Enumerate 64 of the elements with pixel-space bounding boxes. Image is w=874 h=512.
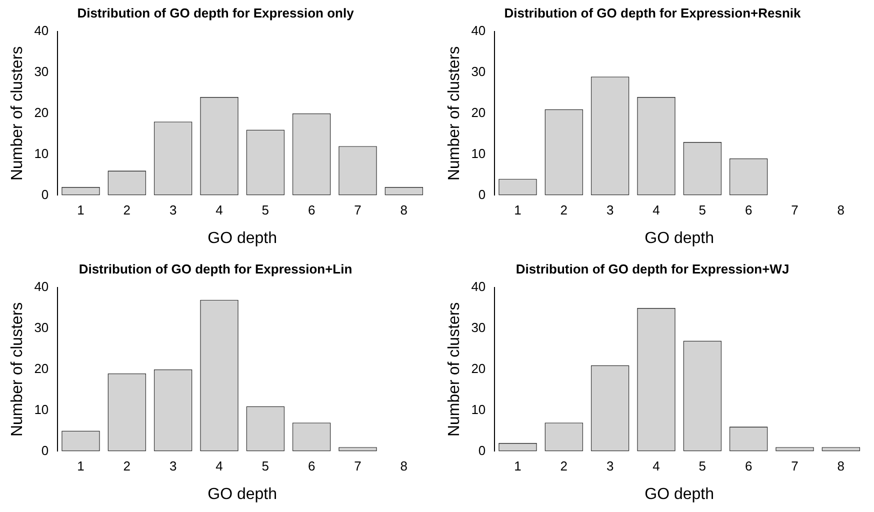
chart-title: Distribution of GO depth for Expression+Lin xyxy=(78,261,352,276)
y-tick-label: 20 xyxy=(471,360,486,376)
y-tick-label: 30 xyxy=(471,320,486,336)
x-axis-title: GO depth xyxy=(208,486,278,503)
y-tick-label: 40 xyxy=(34,23,49,38)
x-tick-label: 3 xyxy=(606,458,614,474)
chart-title: Distribution of GO depth for Expression+Resnik xyxy=(504,5,802,20)
x-tick-label: 3 xyxy=(169,202,177,218)
x-tick-label: 4 xyxy=(652,202,660,218)
y-tick-label: 20 xyxy=(34,104,49,120)
x-tick-label: 2 xyxy=(560,458,568,474)
chart-title: Distribution of GO depth for Expression only xyxy=(77,5,355,20)
y-tick-label: 10 xyxy=(34,402,49,417)
y-axis-title: Number of clusters xyxy=(9,302,26,437)
y-tick-label: 30 xyxy=(471,64,486,80)
x-tick-label: 5 xyxy=(262,458,270,474)
y-axis-title: Number of clusters xyxy=(446,46,464,181)
x-tick-label: 5 xyxy=(262,202,270,218)
x-tick-label: 7 xyxy=(791,202,798,218)
x-tick-label: 1 xyxy=(514,202,522,218)
x-tick-label: 8 xyxy=(837,202,845,218)
y-tick-label: 40 xyxy=(471,23,486,38)
y-tick-label: 40 xyxy=(34,279,49,294)
y-tick-label: 40 xyxy=(471,279,486,294)
x-tick-label: 6 xyxy=(744,458,752,474)
x-tick-label: 5 xyxy=(698,202,706,218)
x-tick-label: 2 xyxy=(560,202,568,218)
x-tick-label: 5 xyxy=(698,458,706,474)
y-tick-label: 0 xyxy=(41,442,49,458)
y-tick-label: 10 xyxy=(471,402,486,417)
x-tick-label: 3 xyxy=(606,202,614,218)
y-tick-label: 20 xyxy=(471,104,486,120)
x-tick-label: 2 xyxy=(123,202,131,218)
y-axis-title: Number of clusters xyxy=(9,46,26,181)
y-tick-label: 30 xyxy=(34,64,49,80)
x-tick-label: 8 xyxy=(400,202,408,218)
y-tick-label: 10 xyxy=(34,146,49,161)
chart-title: Distribution of GO depth for Expression+WJ xyxy=(516,261,790,276)
y-tick-label: 0 xyxy=(41,186,49,202)
x-tick-label: 1 xyxy=(514,458,522,474)
x-tick-label: 8 xyxy=(837,458,845,474)
x-tick-label: 7 xyxy=(354,458,362,474)
y-tick-label: 30 xyxy=(34,320,49,336)
x-tick-label: 1 xyxy=(77,458,84,474)
x-tick-label: 7 xyxy=(354,202,362,218)
x-tick-label: 6 xyxy=(308,202,316,218)
y-tick-label: 20 xyxy=(34,360,49,376)
x-axis-title: GO depth xyxy=(644,486,714,503)
y-tick-label: 0 xyxy=(478,442,486,458)
x-tick-label: 8 xyxy=(400,458,408,474)
y-tick-label: 10 xyxy=(471,146,486,161)
x-tick-label: 2 xyxy=(123,458,131,474)
y-axis-title: Number of clusters xyxy=(446,302,464,437)
x-tick-label: 6 xyxy=(744,202,752,218)
x-tick-label: 4 xyxy=(216,202,223,218)
y-tick-label: 0 xyxy=(478,186,486,202)
x-axis-title: GO depth xyxy=(644,230,714,247)
x-tick-label: 4 xyxy=(652,458,660,474)
x-tick-label: 3 xyxy=(169,458,177,474)
x-tick-label: 1 xyxy=(77,202,84,218)
x-axis-title: GO depth xyxy=(208,230,278,247)
x-tick-label: 4 xyxy=(216,458,223,474)
x-tick-label: 7 xyxy=(791,458,798,474)
x-tick-label: 6 xyxy=(308,458,316,474)
